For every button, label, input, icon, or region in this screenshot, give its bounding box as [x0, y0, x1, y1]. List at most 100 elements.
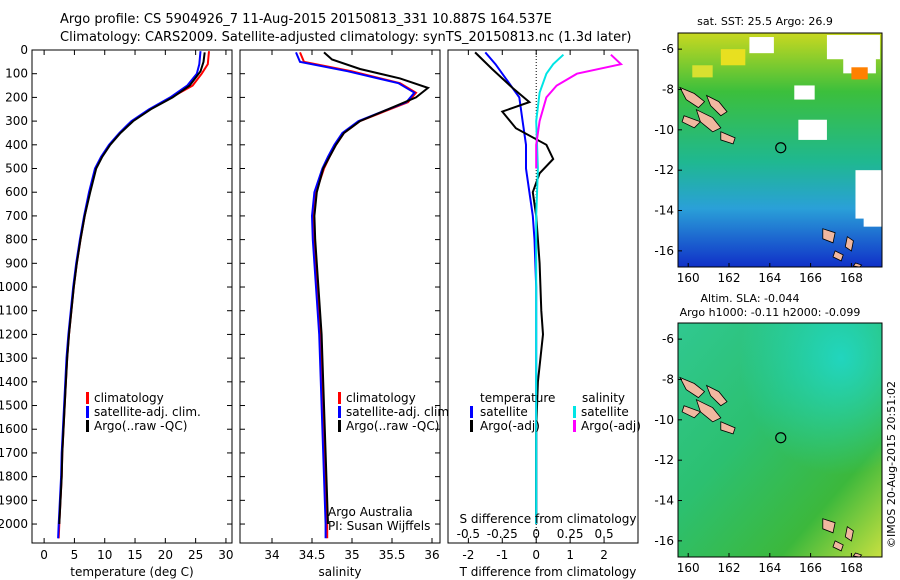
sst-map-title: sat. SST: 25.5 Argo: 26.9: [697, 15, 833, 28]
lon-tick-label: 160: [677, 561, 700, 575]
series-line-salinity-argo-adj: [535, 53, 624, 169]
sla-map-title: Altim. SLA: -0.044: [700, 292, 799, 305]
legend-swatch-argo: [338, 420, 341, 432]
sla-map-axis-ticks: 160 162 164 166 168 -6 -8 -10 -12 -14 -16: [654, 332, 862, 575]
legend-label-satellite: satellite-adj. clim.: [346, 405, 453, 419]
sst-map-frame: [677, 32, 883, 268]
x-tick-label: 0: [532, 548, 540, 562]
salinity-plot-frame: [239, 49, 441, 544]
island-shape: [695, 398, 722, 423]
legend-swatch-temp-satellite: [470, 406, 473, 418]
island-shape: [832, 540, 844, 552]
island-shape: [705, 94, 728, 117]
island-shape: [844, 236, 854, 252]
x-tick-label: 20: [158, 548, 173, 562]
series-line-satellite-adj-clim: [295, 52, 416, 539]
legend-swatch-climatology: [338, 392, 341, 404]
x-tick-label: 34.5: [299, 548, 326, 562]
lat-tick-label: -12: [654, 163, 674, 177]
t-difference-axis-label: T difference from climatology: [459, 565, 637, 579]
depth-tick-label: 0: [20, 43, 28, 57]
depth-tick-label: 300: [5, 114, 28, 128]
legend-label-climatology: climatology: [346, 391, 416, 405]
salinity-axis-label: salinity: [318, 565, 361, 579]
lon-tick-label: 162: [718, 561, 741, 575]
x-tick-label: 35: [344, 548, 359, 562]
s-tick-label: 0: [532, 527, 540, 541]
x-tick-label: 15: [127, 548, 142, 562]
island-shape: [720, 131, 736, 145]
lat-tick-label: -8: [662, 82, 674, 96]
series-line-salinity-satellite: [535, 53, 565, 524]
depth-tick-label: 400: [5, 138, 28, 152]
sla-map-cyan-overlay: [678, 323, 882, 557]
legend-swatch-sal-satellite: [573, 406, 576, 418]
lon-tick-label: 168: [840, 271, 863, 285]
lat-tick-label: -16: [654, 534, 674, 548]
depth-axis-ticks: 0 100 200 300 400 500 600 700 800 900 1000 1100 1200…: [0, 43, 232, 531]
sla-map-subtitle: Argo h1000: -0.11 h2000: -0.099: [680, 306, 861, 319]
temperature-plot-frame: [31, 49, 233, 544]
sst-map-panel: sat. SST: 25.5 Argo: 26.9 160 162 164 166 16…: [654, 15, 883, 285]
x-tick-label: 0: [40, 548, 48, 562]
cloud-gap: [798, 119, 827, 140]
island-shape: [832, 250, 844, 262]
island-shape: [822, 518, 836, 534]
x-tick-label: 2: [600, 548, 608, 562]
legend-label-sal-argo: Argo(-adj): [581, 419, 641, 433]
lon-tick-label: 162: [718, 271, 741, 285]
salinity-axis-ticks: 34 34.5 35 35.5 36: [264, 50, 440, 562]
legend-swatch-sal-argo: [573, 420, 576, 432]
legend-label-climatology: climatology: [94, 391, 164, 405]
argo-location-marker: [775, 432, 787, 444]
difference-profile-lines: [474, 50, 624, 543]
sla-map-panel: Altim. SLA: -0.044 Argo h1000: -0.11 h20…: [654, 292, 883, 575]
island-shape: [822, 228, 836, 244]
s-tick-label: -0.5: [457, 527, 480, 541]
s-tick-label: 0.25: [557, 527, 584, 541]
island-shape: [679, 376, 706, 399]
depth-tick-label: 2000: [0, 517, 28, 531]
attribution-line1: Argo Australia: [328, 505, 413, 519]
s-tick-label: 0.5: [595, 527, 614, 541]
sla-map-islands: [679, 376, 863, 558]
argo-location-marker: [775, 142, 787, 154]
cloud-gap: [855, 170, 882, 219]
legend-swatch-satellite: [86, 406, 89, 418]
temperature-legend: climatology satellite-adj. clim. Argo(..…: [86, 391, 201, 433]
salinity-panel: 34 34.5 35 35.5 36 climatology satellite-adj…: [239, 49, 453, 579]
sst-map-islands: [679, 86, 863, 268]
temperature-panel: 0100200300400500600700800900100011001200…: [0, 43, 234, 579]
depth-tick-label: 1900: [0, 493, 28, 507]
lon-tick-label: 168: [840, 561, 863, 575]
x-tick-label: -1: [496, 548, 508, 562]
temperature-axis-label: temperature (deg C): [70, 565, 193, 579]
lat-tick-label: -10: [654, 123, 674, 137]
warm-patch: [720, 49, 746, 66]
lon-tick-label: 160: [677, 271, 700, 285]
island-shape: [681, 115, 702, 129]
x-tick-label: 35.5: [379, 548, 406, 562]
series-line-argo-raw-qc: [313, 51, 431, 525]
x-tick-label: 34: [264, 548, 279, 562]
warm-patch: [692, 65, 713, 78]
depth-tick-label: 1800: [0, 470, 28, 484]
x-tick-label: 25: [188, 548, 203, 562]
sst-map-axis-ticks: 160 162 164 166 168 -6 -8 -10 -12 -14 -16: [654, 42, 862, 285]
series-line-argo-raw-qc: [58, 52, 206, 525]
x-tick-label: 10: [97, 548, 112, 562]
cloud-gap: [863, 210, 882, 227]
lon-tick-label: 164: [758, 561, 781, 575]
island-shape: [695, 108, 722, 133]
difference-panel: -2 -1 0 1 2 temperature satellite Argo(-adj)…: [447, 49, 641, 579]
legend-swatch-climatology: [86, 392, 89, 404]
x-tick-label: 36: [424, 548, 439, 562]
depth-tick-label: 700: [5, 209, 28, 223]
series-line-temperature-argo-adj: [474, 51, 555, 524]
x-tick-label: -2: [462, 548, 474, 562]
imos-timestamp: ©IMOS 20-Aug-2015 20:51:02: [885, 381, 898, 548]
depth-tick-label: 1400: [0, 375, 28, 389]
depth-tick-label: 1700: [0, 446, 28, 460]
depth-tick-label: 200: [5, 90, 28, 104]
